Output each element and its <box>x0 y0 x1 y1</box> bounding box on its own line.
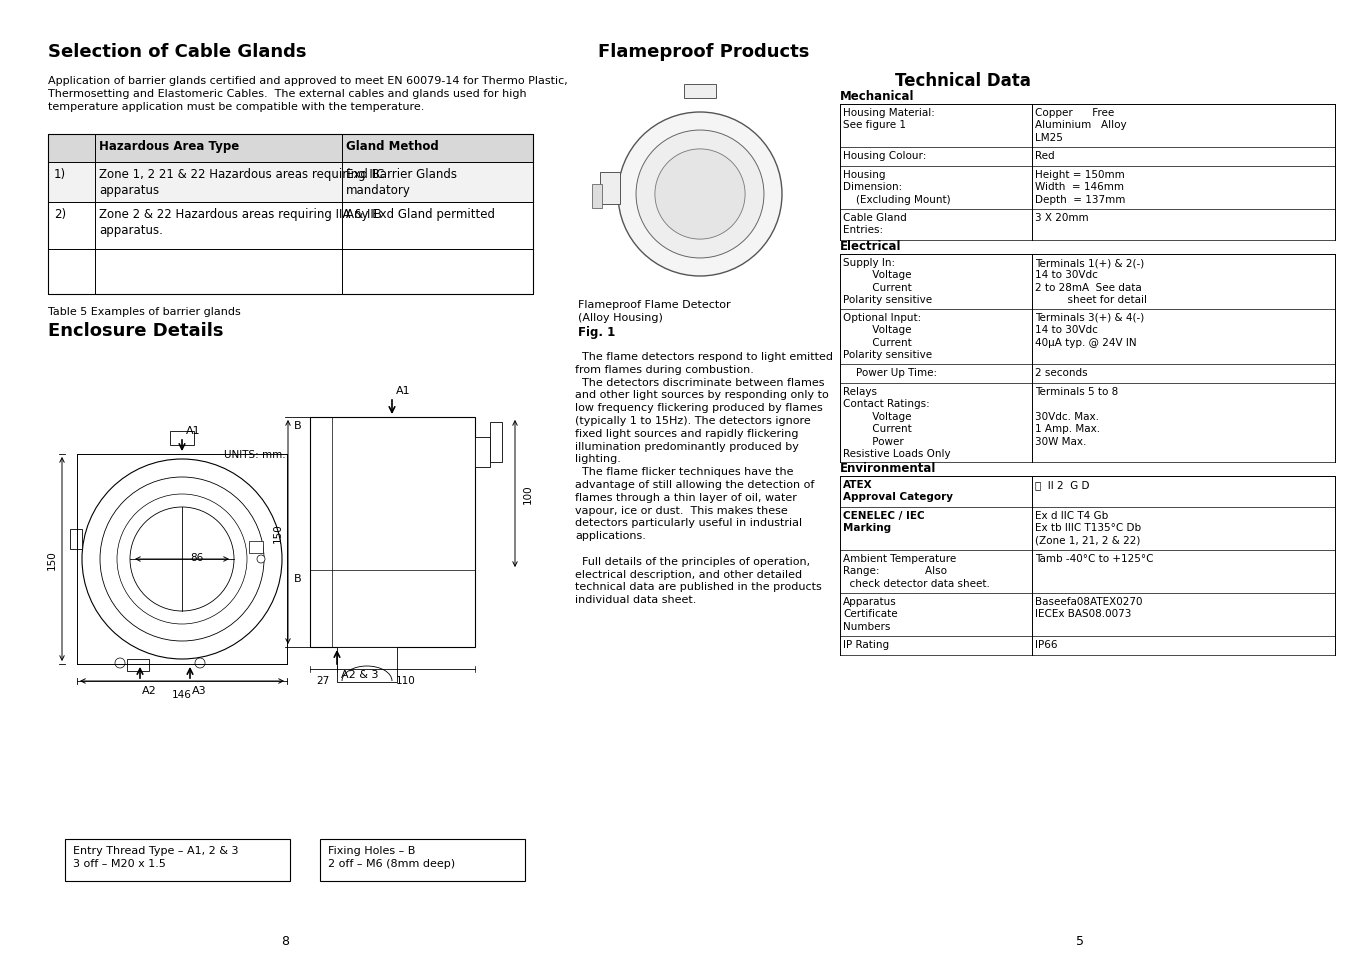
Text: Copper      Free
Aluminium   Alloy
LM25: Copper Free Aluminium Alloy LM25 <box>1035 108 1127 143</box>
Text: The flame detectors respond to light emitted
from flames during combustion.
  Th: The flame detectors respond to light emi… <box>575 352 833 604</box>
Text: 110: 110 <box>396 676 416 685</box>
Text: Zone 1, 2 21 & 22 Hazardous areas requiring IIC
apparatus: Zone 1, 2 21 & 22 Hazardous areas requir… <box>99 168 385 196</box>
Text: ATEX
Approval Category: ATEX Approval Category <box>842 479 953 502</box>
Text: Hazardous Area Type: Hazardous Area Type <box>99 140 239 152</box>
Bar <box>684 85 716 99</box>
Text: Housing Material:
See figure 1: Housing Material: See figure 1 <box>842 108 934 131</box>
Bar <box>599 172 620 205</box>
Text: UNITS: mm.: UNITS: mm. <box>224 450 286 459</box>
Circle shape <box>82 459 282 659</box>
Text: A3: A3 <box>192 685 207 696</box>
Text: B: B <box>294 420 301 431</box>
Text: CENELEC / IEC
Marking: CENELEC / IEC Marking <box>842 511 925 533</box>
Text: Ex d IIC T4 Gb
Ex tb IIIC T135°C Db
(Zone 1, 21, 2 & 22): Ex d IIC T4 Gb Ex tb IIIC T135°C Db (Zon… <box>1035 511 1141 545</box>
Text: 150: 150 <box>273 522 284 542</box>
Circle shape <box>194 659 205 668</box>
Text: Gland Method: Gland Method <box>346 140 439 152</box>
Text: Cable Gland
Entries:: Cable Gland Entries: <box>842 213 907 235</box>
Text: A2 & 3: A2 & 3 <box>342 669 378 679</box>
Circle shape <box>130 507 234 612</box>
Circle shape <box>655 150 745 240</box>
Circle shape <box>256 556 265 563</box>
Text: Flameproof Flame Detector: Flameproof Flame Detector <box>578 299 730 310</box>
Text: Technical Data: Technical Data <box>895 71 1031 90</box>
Text: B: B <box>294 574 301 583</box>
Bar <box>248 541 263 554</box>
Text: 150: 150 <box>47 550 57 569</box>
Bar <box>170 432 194 446</box>
Text: 100: 100 <box>522 484 533 503</box>
Text: 27: 27 <box>316 676 329 685</box>
Text: 5: 5 <box>1076 934 1084 947</box>
Text: 3 X 20mm: 3 X 20mm <box>1035 213 1088 223</box>
Text: 8: 8 <box>281 934 289 947</box>
Text: Optional Input:
         Voltage
         Current
Polarity sensitive: Optional Input: Voltage Current Polarity… <box>842 313 931 360</box>
Bar <box>70 530 82 550</box>
Bar <box>49 135 533 294</box>
Bar <box>310 417 475 647</box>
Text: Baseefa08ATEX0270
IECEx BAS08.0073: Baseefa08ATEX0270 IECEx BAS08.0073 <box>1035 597 1142 618</box>
Text: 1): 1) <box>54 168 66 181</box>
Bar <box>490 422 502 462</box>
Text: Housing Colour:: Housing Colour: <box>842 151 926 161</box>
Bar <box>49 163 533 203</box>
Text: Power Up Time:: Power Up Time: <box>842 368 937 377</box>
Text: Fig. 1: Fig. 1 <box>578 326 616 338</box>
Text: Apparatus
Certificate
Numbers: Apparatus Certificate Numbers <box>842 597 898 631</box>
Text: Flameproof Products: Flameproof Products <box>598 43 810 61</box>
Text: Fixing Holes – B
2 off – M6 (8mm deep): Fixing Holes – B 2 off – M6 (8mm deep) <box>328 845 455 868</box>
Text: Electrical: Electrical <box>840 240 902 253</box>
Text: Terminals 1(+) & 2(-)
14 to 30Vdc
2 to 28mA  See data
          sheet for detail: Terminals 1(+) & 2(-) 14 to 30Vdc 2 to 2… <box>1035 257 1148 305</box>
Text: Table 5 Examples of barrier glands: Table 5 Examples of barrier glands <box>49 307 240 316</box>
Text: Red: Red <box>1035 151 1054 161</box>
Text: Height = 150mm
Width  = 146mm
Depth  = 137mm: Height = 150mm Width = 146mm Depth = 137… <box>1035 170 1126 205</box>
Text: Environmental: Environmental <box>840 461 937 475</box>
Text: Housing
Dimension:
    (Excluding Mount): Housing Dimension: (Excluding Mount) <box>842 170 950 205</box>
Text: 2 seconds: 2 seconds <box>1035 368 1088 377</box>
Text: Zone 2 & 22 Hazardous areas requiring IIA & IIB
apparatus.: Zone 2 & 22 Hazardous areas requiring II… <box>99 208 382 236</box>
Bar <box>127 659 148 671</box>
Text: Terminals 5 to 8

30Vdc. Max.
1 Amp. Max.
30W Max.: Terminals 5 to 8 30Vdc. Max. 1 Amp. Max.… <box>1035 387 1118 446</box>
Text: Mechanical: Mechanical <box>840 90 914 103</box>
Text: A1: A1 <box>186 426 201 436</box>
Bar <box>475 437 490 468</box>
Circle shape <box>100 477 265 641</box>
Circle shape <box>636 131 764 258</box>
Text: Tamb -40°C to +125°C: Tamb -40°C to +125°C <box>1035 554 1153 563</box>
Text: Application of barrier glands certified and approved to meet EN 60079-14 for The: Application of barrier glands certified … <box>49 76 568 112</box>
Text: A2: A2 <box>142 685 157 696</box>
Text: 146: 146 <box>171 689 192 700</box>
Circle shape <box>115 659 126 668</box>
Text: Ambient Temperature
Range:              Also
  check detector data sheet.: Ambient Temperature Range: Also check de… <box>842 554 990 588</box>
Text: Exd Barrier Glands
mandatory: Exd Barrier Glands mandatory <box>346 168 458 196</box>
Text: Supply In:
         Voltage
         Current
Polarity sensitive: Supply In: Voltage Current Polarity sens… <box>842 257 931 305</box>
Text: Any Exd Gland permitted: Any Exd Gland permitted <box>346 208 495 221</box>
Text: Terminals 3(+) & 4(-)
14 to 30Vdc
40μA typ. @ 24V IN: Terminals 3(+) & 4(-) 14 to 30Vdc 40μA t… <box>1035 313 1145 348</box>
Text: Selection of Cable Glands: Selection of Cable Glands <box>49 43 306 61</box>
Text: IP Rating: IP Rating <box>842 639 890 649</box>
Bar <box>338 647 397 682</box>
Text: 86: 86 <box>190 553 204 562</box>
Bar <box>49 135 533 163</box>
Text: IP66: IP66 <box>1035 639 1057 649</box>
Text: 2): 2) <box>54 208 66 221</box>
Bar <box>320 840 525 882</box>
Text: Entry Thread Type – A1, 2 & 3
3 off – M20 x 1.5: Entry Thread Type – A1, 2 & 3 3 off – M2… <box>73 845 239 868</box>
Bar <box>65 840 290 882</box>
Text: A1: A1 <box>396 386 410 395</box>
Circle shape <box>618 112 782 276</box>
Text: Relays
Contact Ratings:
         Voltage
         Current
         Power
Resisti: Relays Contact Ratings: Voltage Current … <box>842 387 950 458</box>
Bar <box>593 185 602 209</box>
Circle shape <box>117 495 247 624</box>
Text: (Alloy Housing): (Alloy Housing) <box>578 313 663 323</box>
Text: Ⓧ  II 2  G D: Ⓧ II 2 G D <box>1035 479 1089 490</box>
Text: Enclosure Details: Enclosure Details <box>49 322 224 339</box>
